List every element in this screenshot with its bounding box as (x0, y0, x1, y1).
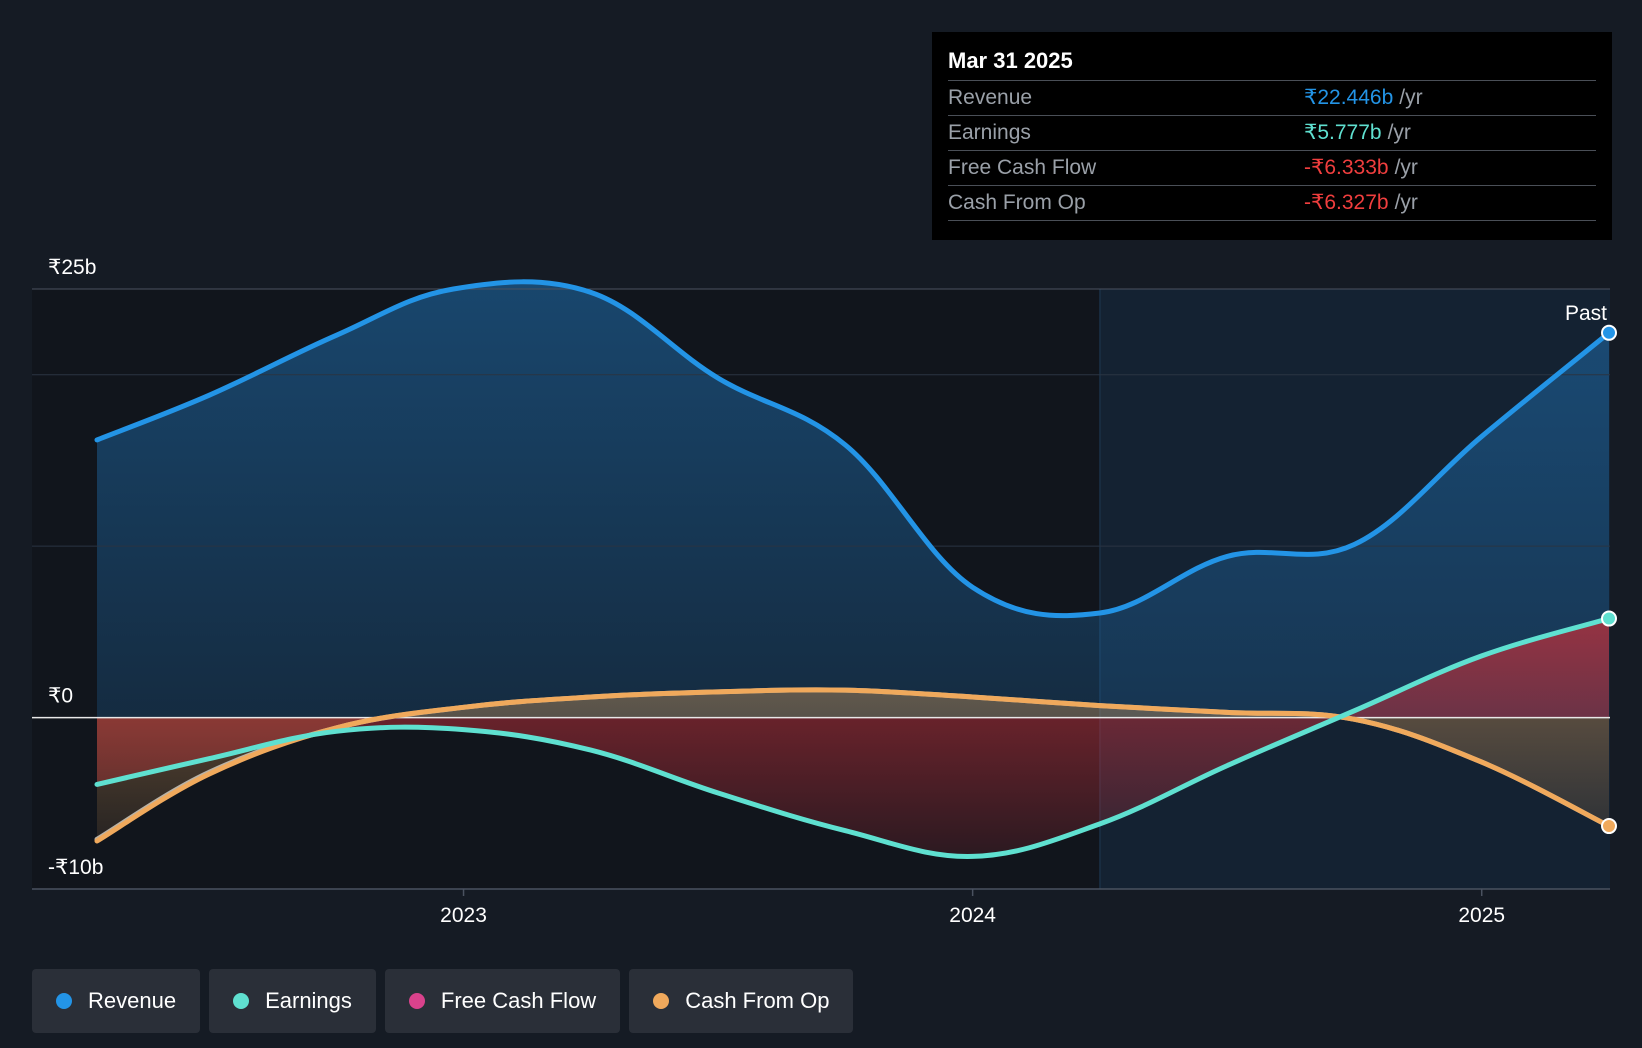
past-label: Past (1565, 302, 1607, 325)
legend-item-earnings[interactable]: Earnings (209, 969, 376, 1033)
earnings-end-dot (1601, 610, 1617, 627)
tooltip-unit: /yr (1394, 156, 1418, 179)
tooltip-row-free-cash-flow: Free Cash Flow -₹6.333b /yr (948, 151, 1596, 186)
tooltip-label: Free Cash Flow (948, 156, 1097, 179)
chart: ₹25b ₹0 -₹10b 2023 2024 2025 Past (32, 256, 1617, 927)
y-tick-label: ₹25b (48, 256, 96, 279)
tooltip-row-cash-from-op: Cash From Op -₹6.327b /yr (948, 186, 1596, 221)
x-tick-label: 2023 (440, 904, 487, 927)
tooltip-label: Earnings (948, 121, 1031, 144)
legend-label: Free Cash Flow (440, 988, 597, 1013)
tooltip-value: -₹6.333b (1304, 156, 1389, 179)
tooltip-label: Cash From Op (948, 191, 1086, 214)
legend-item-cash-from-op[interactable]: Cash From Op (629, 969, 854, 1033)
revenue-end-dot (1601, 324, 1617, 341)
tooltip-date: Mar 31 2025 (948, 46, 1596, 81)
legend-item-revenue[interactable]: Revenue (32, 969, 201, 1033)
earnings-area (97, 618, 1609, 857)
tooltip: Mar 31 2025 Revenue ₹22.446b /yr Earning… (932, 32, 1612, 240)
legend-dot-icon (233, 993, 250, 1009)
tooltip-label: Revenue (948, 86, 1033, 109)
tooltip-value: -₹6.327b (1304, 191, 1389, 214)
tooltip-row-earnings: Earnings ₹5.777b /yr (948, 116, 1596, 151)
tooltip-unit: /yr (1387, 121, 1411, 144)
x-tick-label: 2024 (949, 904, 996, 927)
earnings-line (94, 616, 1612, 859)
cash-from-op-end-dot (1601, 818, 1617, 835)
legend-item-free-cash-flow[interactable]: Free Cash Flow (384, 969, 621, 1033)
tooltip-unit: /yr (1399, 86, 1423, 109)
tooltip-value: ₹22.446b (1304, 86, 1394, 109)
tooltip-unit: /yr (1394, 191, 1418, 214)
legend-dot-icon (408, 993, 425, 1009)
revenue-area (97, 281, 1609, 718)
y-tick-label: -₹10b (48, 856, 103, 879)
cash-from-op-line (94, 687, 1612, 844)
legend-dot-icon (653, 993, 670, 1009)
tooltip-value: ₹5.777b (1304, 121, 1382, 144)
legend: Revenue Earnings Free Cash Flow Cash Fro… (32, 969, 854, 1033)
y-tick-label: ₹0 (48, 685, 73, 708)
legend-dot-icon (56, 993, 72, 1009)
legend-label: Cash From Op (685, 988, 830, 1013)
legend-label: Earnings (265, 988, 352, 1013)
legend-label: Revenue (88, 988, 177, 1013)
revenue-line (94, 279, 1612, 619)
x-tick-label: 2025 (1458, 904, 1505, 927)
tooltip-row-revenue: Revenue ₹22.446b /yr (948, 81, 1596, 116)
